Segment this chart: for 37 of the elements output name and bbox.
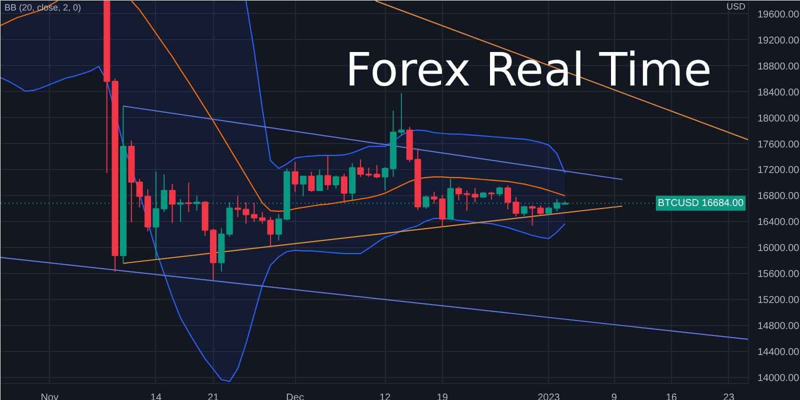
candlestick: [185, 182, 192, 212]
candlestick: [529, 204, 536, 226]
candlestick: [324, 154, 332, 190]
candlestick: [430, 191, 438, 204]
candlestick: [332, 175, 340, 190]
candlestick: [520, 206, 528, 216]
candlestick: [537, 204, 544, 216]
y-tick-label: 17600.00: [758, 139, 800, 150]
y-tick-label: 18400.00: [758, 87, 800, 98]
y-tick-label: 19200.00: [758, 35, 800, 46]
y-tick-label: 18800.00: [758, 61, 800, 72]
candlestick: [300, 176, 307, 197]
y-tick-label: 17200.00: [758, 165, 800, 176]
y-tick-label: 14800.00: [758, 321, 800, 332]
y-tick-label: 16400.00: [758, 217, 800, 228]
candlestick: [169, 184, 176, 224]
y-tick-label: 16000.00: [758, 243, 800, 254]
y-tick-label: 15200.00: [758, 295, 800, 306]
candlestick: [496, 186, 503, 197]
candlestick: [234, 195, 242, 218]
candlestick: [340, 173, 348, 204]
y-tick-label: 19600.00: [758, 9, 800, 20]
candlestick: [308, 171, 315, 192]
y-tick-label: 14000.00: [758, 373, 800, 384]
candlestick: [292, 161, 298, 192]
y-tick-label: 14400.00: [758, 347, 800, 358]
y-tick-label: 18000.00: [758, 113, 800, 124]
ref-line-label: BTCUSD 16684.00: [658, 198, 744, 209]
text: Forex Real Time: [345, 42, 712, 96]
candlestick: [382, 166, 388, 192]
candlestick: [398, 92, 405, 136]
candlestick: [472, 187, 478, 203]
y-tick-label: 15600.00: [758, 269, 800, 280]
y-axis-title: USD: [726, 2, 746, 12]
candlestick: [316, 169, 323, 192]
y-tick-label: 16800.00: [758, 191, 800, 202]
candlestick: [439, 194, 446, 228]
